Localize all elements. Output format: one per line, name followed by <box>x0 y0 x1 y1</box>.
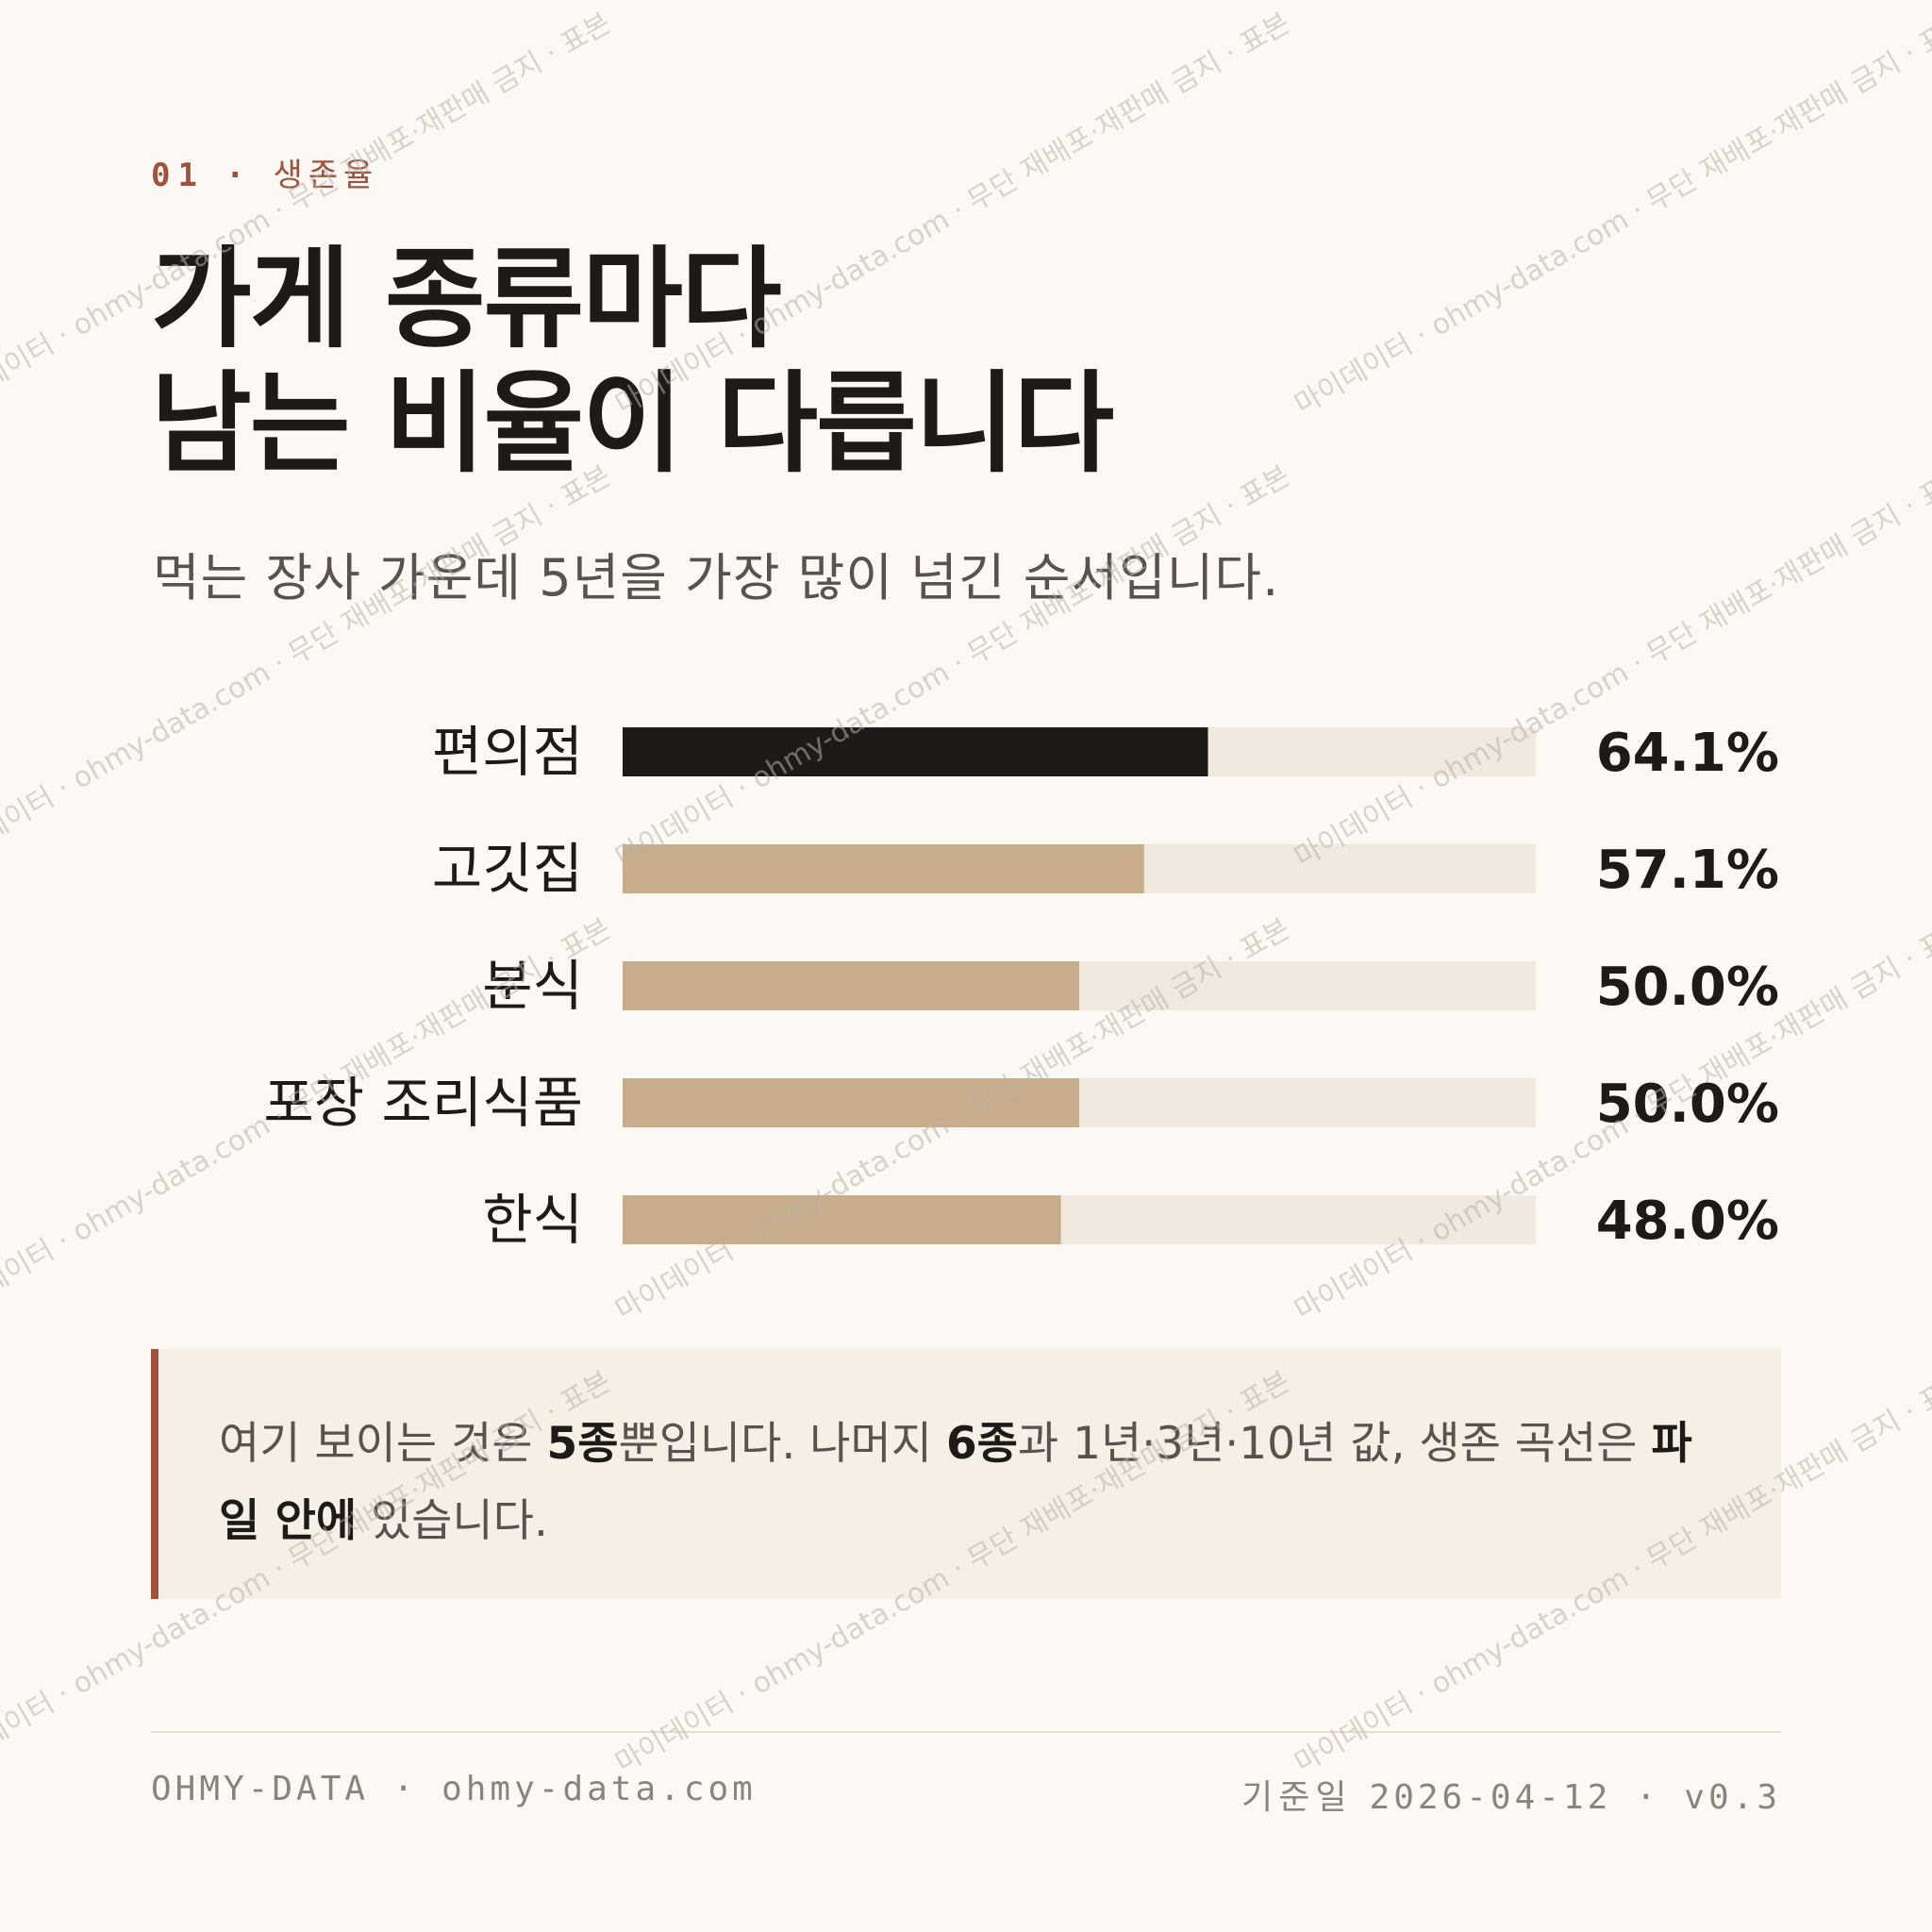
note-text-4: 있습니다. <box>357 1495 548 1547</box>
note-bold-3: 파일 안에 <box>219 1418 1692 1547</box>
footer-divider <box>151 1731 1781 1733</box>
category-label: 편의점 <box>432 720 583 784</box>
page-title: 가게 종류마다 남는 비율이 다릅니다 <box>151 236 1114 488</box>
value-label: 48.0% <box>1596 1191 1779 1252</box>
note-bold-2: 6종 <box>945 1418 1018 1470</box>
category-label: 포장 조리식품 <box>263 1071 583 1135</box>
section-eyebrow: 01 · 생존율 <box>151 149 378 195</box>
section-number: 01 <box>151 157 205 194</box>
bar <box>623 844 1144 893</box>
category-label: 분식 <box>482 954 583 1018</box>
bar <box>623 727 1208 776</box>
note-text-3: 과 1년·3년·10년 값, 생존 곡선은 <box>1017 1418 1652 1470</box>
footer-date-label: 기준일 <box>1241 1778 1353 1817</box>
value-label: 57.1% <box>1596 840 1779 901</box>
category-label: 고깃집 <box>432 837 583 901</box>
value-label: 64.1% <box>1596 723 1779 784</box>
footer-brand: OHMY-DATA · ohmy-data.com <box>151 1770 757 1808</box>
category-label: 한식 <box>482 1188 583 1252</box>
bar <box>623 1078 1079 1127</box>
bar <box>623 961 1079 1010</box>
bar <box>623 1195 1061 1244</box>
title-line-2: 남는 비율이 다릅니다 <box>151 360 1114 488</box>
footer-date: 기준일 2026-04-12 · v0.3 <box>1241 1770 1781 1819</box>
value-label: 50.0% <box>1596 957 1779 1018</box>
page-subtitle: 먹는 장사 가운데 5년을 가장 많이 넘긴 순서입니다. <box>153 548 1280 608</box>
section-label: 생존율 <box>273 157 379 194</box>
note-bold-1: 5종 <box>546 1418 619 1470</box>
eyebrow-separator: · <box>225 157 253 194</box>
note-text-2: 뿐입니다. 나머지 <box>618 1418 946 1470</box>
title-line-1: 가게 종류마다 <box>151 236 782 363</box>
info-note: 여기 보이는 것은 5종뿐입니다. 나머지 6종과 1년·3년·10년 값, 생… <box>151 1349 1781 1599</box>
value-label: 50.0% <box>1596 1074 1779 1135</box>
note-text-1: 여기 보이는 것은 <box>219 1418 547 1470</box>
footer-date-value: 2026-04-12 · v0.3 <box>1369 1778 1781 1817</box>
